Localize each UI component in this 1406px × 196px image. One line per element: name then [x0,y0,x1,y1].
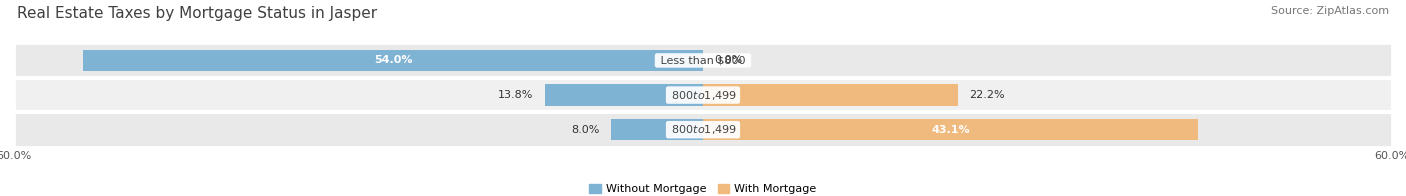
Bar [612,119,703,140]
Text: 8.0%: 8.0% [571,125,599,135]
Text: 0.0%: 0.0% [714,55,742,65]
Bar [14,112,1392,147]
Text: 13.8%: 13.8% [498,90,533,100]
Text: 54.0%: 54.0% [374,55,412,65]
Text: 22.2%: 22.2% [969,90,1005,100]
Text: $800 to $1,499: $800 to $1,499 [668,89,738,102]
Legend: Without Mortgage, With Mortgage: Without Mortgage, With Mortgage [585,179,821,196]
Text: $800 to $1,499: $800 to $1,499 [668,123,738,136]
Text: 43.1%: 43.1% [931,125,970,135]
Bar [14,43,1392,78]
Text: Source: ZipAtlas.com: Source: ZipAtlas.com [1271,6,1389,16]
Text: Less than $800: Less than $800 [657,55,749,65]
Bar [703,84,957,106]
Bar [703,119,1198,140]
Bar [83,50,703,71]
Bar [544,84,703,106]
Bar [14,78,1392,112]
Text: Real Estate Taxes by Mortgage Status in Jasper: Real Estate Taxes by Mortgage Status in … [17,6,377,21]
